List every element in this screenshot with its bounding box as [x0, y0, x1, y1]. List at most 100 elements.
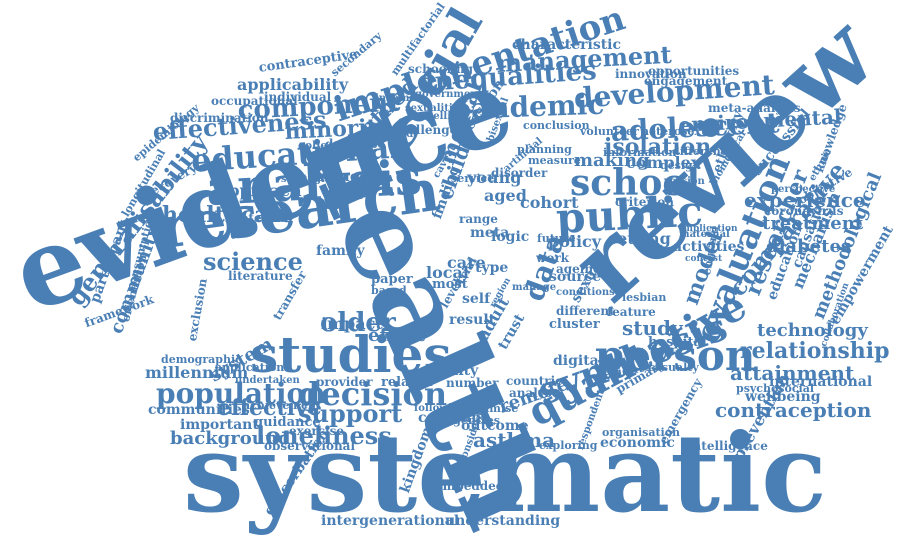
word-different: different — [556, 304, 615, 318]
word-criterion: criterion — [615, 195, 674, 209]
word-contest: contest — [685, 254, 723, 264]
word-exclusion: exclusion — [185, 277, 210, 343]
word-contraception: contraception — [715, 398, 872, 422]
word-local: local — [426, 263, 469, 282]
word-wellbeing: wellbeing — [745, 389, 821, 405]
word-difference: difference — [672, 145, 735, 158]
word-embedded: embedded — [435, 479, 505, 493]
word-application: application — [215, 361, 285, 374]
word-design: design — [660, 159, 701, 172]
word-demographic: demographic — [161, 353, 242, 366]
word-observational: observational — [264, 439, 356, 453]
word-guidance: guidance — [254, 415, 321, 430]
word-potential: potential — [232, 211, 293, 225]
word-following: following — [414, 403, 466, 414]
word-information: information — [603, 146, 677, 159]
word-experience: experience — [744, 188, 866, 212]
word-cohort: cohort — [520, 193, 579, 212]
word-organisation: organisation — [602, 426, 681, 439]
word-achievement: achievement — [243, 399, 322, 412]
word-literature: literature — [228, 269, 293, 283]
word-meta: meta — [470, 225, 510, 241]
word-decision: decision — [298, 375, 448, 413]
word-government: government — [415, 89, 483, 100]
word-healthcare: healthcare — [162, 202, 294, 228]
word-loneliness: loneliness — [256, 421, 392, 450]
word-cross: cross — [666, 185, 699, 198]
word-work: work — [536, 251, 569, 265]
word-person: person — [595, 331, 756, 380]
word-background: background — [170, 428, 291, 449]
word-isolation: isolation — [604, 134, 712, 160]
word-asthma: asthma — [473, 428, 556, 452]
word-volunteer: volunteer — [580, 125, 639, 138]
word-support: support — [298, 399, 403, 428]
word-undertaken: undertaken — [235, 375, 300, 386]
word-planning: planning — [517, 143, 572, 156]
word-setting: setting — [608, 229, 671, 248]
word-future: future — [537, 232, 576, 245]
word-lesbian: lesbian — [622, 291, 667, 304]
word-agencies: agencies — [446, 414, 500, 427]
word-meta-analysis: meta-analysis — [708, 101, 801, 115]
word-disorder: disorder — [491, 166, 548, 180]
word-study: study — [622, 316, 683, 340]
word-effect: effect — [368, 325, 425, 346]
word-maternal: maternal — [679, 229, 730, 240]
word-care: care — [447, 253, 486, 272]
word-understanding: understanding — [445, 513, 561, 529]
word-making: making — [574, 150, 650, 171]
word-activities: activities — [673, 239, 745, 255]
word-conclusion: conclusion — [523, 119, 590, 132]
word-perspective: perspective — [771, 184, 836, 195]
word-income: income — [375, 93, 416, 104]
word-hospital: hospital — [648, 335, 707, 350]
word-technology: technology — [757, 320, 868, 341]
word-family: family — [316, 243, 365, 259]
word-feature: feature — [607, 305, 656, 319]
word-intergenerational: intergenerational — [321, 513, 460, 529]
word-implication: implication — [680, 224, 738, 234]
word-digital: digital — [553, 353, 605, 369]
word-characteristic: characteristic — [512, 37, 622, 53]
word-result: result — [449, 312, 496, 328]
word-provider: provider — [316, 375, 373, 389]
word-modelling: modelling — [409, 111, 466, 122]
word-science: science — [203, 247, 303, 276]
word-economic: economic — [600, 435, 675, 451]
word-complex: complex — [626, 153, 701, 172]
word-discrimination: discrimination — [170, 111, 269, 125]
word-diabetes: diabetes — [766, 236, 852, 257]
word-quality: quality — [424, 363, 479, 379]
word-casualty: casualty — [648, 361, 699, 374]
word-impact: impact — [321, 314, 383, 333]
word-studies: studies — [250, 325, 452, 384]
word-schooling: schooling — [408, 62, 474, 76]
word-manage: manage — [512, 282, 557, 293]
word-based: based — [371, 284, 407, 297]
word-analyse: analyse — [509, 386, 560, 400]
word-older: older — [320, 308, 396, 338]
word-treatment: treatment — [762, 213, 864, 234]
word-type: type — [475, 260, 509, 276]
word-most: most — [432, 277, 468, 292]
word-ageing: ageing — [556, 262, 602, 276]
word-effective: effective — [217, 395, 322, 421]
word-applicability: applicability — [237, 75, 349, 94]
word-related: related — [381, 375, 433, 390]
word-individual: individual — [264, 90, 332, 104]
word-communities: communities — [148, 402, 250, 418]
word-engagement: engagement — [644, 74, 728, 88]
word-attainment: attainment — [730, 361, 855, 385]
word-outcome: outcome — [461, 418, 529, 434]
word-range: range — [459, 212, 498, 226]
word-important: important — [180, 417, 259, 433]
word-influence: influence — [314, 169, 387, 185]
word-millennium: millennium — [145, 363, 249, 382]
word-sexualities: sexualities — [405, 103, 465, 114]
word-countrie: countrie — [506, 374, 563, 388]
word-exercise: exercise — [289, 424, 345, 438]
word-logic: logic — [491, 229, 530, 245]
word-approach: approach — [218, 181, 302, 200]
word-service: service — [451, 172, 495, 185]
